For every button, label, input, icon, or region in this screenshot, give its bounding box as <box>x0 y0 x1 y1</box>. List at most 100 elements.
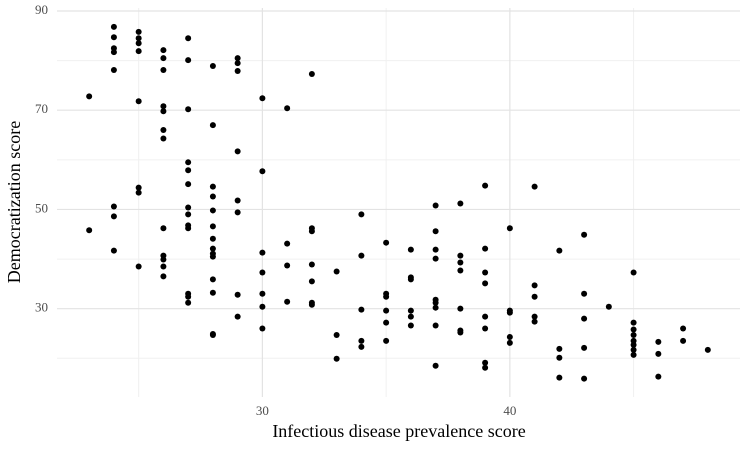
point <box>308 301 315 308</box>
point <box>234 197 241 204</box>
point <box>234 209 241 216</box>
point <box>704 346 711 353</box>
point <box>581 231 588 238</box>
point <box>531 282 538 289</box>
point <box>259 269 266 276</box>
point <box>160 135 167 142</box>
point <box>432 299 439 306</box>
point <box>110 247 117 254</box>
point <box>482 182 489 189</box>
y-axis-title: Democratization score <box>4 121 24 283</box>
point <box>308 70 315 77</box>
point <box>185 204 192 211</box>
point <box>432 246 439 253</box>
point <box>630 346 637 353</box>
y-tick-label: 30 <box>35 300 48 315</box>
point <box>160 225 167 232</box>
point <box>160 47 167 54</box>
point <box>482 313 489 320</box>
point <box>86 93 93 100</box>
point <box>234 68 241 75</box>
point <box>160 55 167 62</box>
point <box>556 354 563 361</box>
point <box>209 193 216 200</box>
point <box>531 183 538 190</box>
point <box>482 364 489 371</box>
point <box>110 213 117 220</box>
point <box>581 315 588 322</box>
point <box>185 299 192 306</box>
point <box>209 235 216 242</box>
x-tick-label: 30 <box>256 403 269 418</box>
point <box>135 263 142 270</box>
point <box>482 245 489 252</box>
point <box>383 307 390 314</box>
point <box>630 331 637 338</box>
point <box>655 350 662 357</box>
point <box>407 322 414 329</box>
point <box>506 333 513 340</box>
point <box>680 337 687 344</box>
point <box>284 105 291 112</box>
point <box>110 23 117 30</box>
point <box>234 60 241 67</box>
point <box>234 148 241 155</box>
point <box>86 227 93 234</box>
point <box>482 325 489 332</box>
point <box>284 240 291 247</box>
point <box>333 331 340 338</box>
point <box>506 309 513 316</box>
point <box>209 223 216 230</box>
point <box>209 253 216 260</box>
point <box>185 167 192 174</box>
point <box>358 211 365 218</box>
x-axis-title: Infectious disease prevalence score <box>272 421 525 441</box>
point <box>531 293 538 300</box>
point <box>234 55 241 62</box>
point <box>358 343 365 350</box>
point <box>259 249 266 256</box>
point <box>655 373 662 380</box>
point <box>482 280 489 287</box>
point <box>556 345 563 352</box>
point <box>482 359 489 366</box>
point <box>185 35 192 42</box>
point <box>135 48 142 55</box>
point <box>432 362 439 369</box>
point <box>506 339 513 346</box>
point <box>160 127 167 134</box>
point <box>383 293 390 300</box>
point <box>531 313 538 320</box>
point <box>432 202 439 209</box>
point <box>284 262 291 269</box>
point <box>160 256 167 263</box>
point <box>185 159 192 166</box>
point <box>457 252 464 259</box>
point <box>457 267 464 274</box>
point <box>383 337 390 344</box>
point <box>209 245 216 252</box>
point <box>185 225 192 232</box>
point <box>209 289 216 296</box>
point <box>110 34 117 41</box>
point <box>333 355 340 362</box>
point <box>630 341 637 348</box>
point <box>457 259 464 266</box>
point <box>655 338 662 345</box>
point <box>432 228 439 235</box>
point <box>407 307 414 314</box>
point <box>482 269 489 276</box>
point <box>333 268 340 275</box>
point <box>160 263 167 270</box>
point <box>630 269 637 276</box>
point <box>209 207 216 214</box>
point <box>135 184 142 191</box>
point <box>160 273 167 280</box>
point <box>407 246 414 253</box>
point <box>680 325 687 332</box>
point <box>185 106 192 113</box>
point <box>308 278 315 285</box>
point <box>432 255 439 262</box>
point <box>457 329 464 336</box>
